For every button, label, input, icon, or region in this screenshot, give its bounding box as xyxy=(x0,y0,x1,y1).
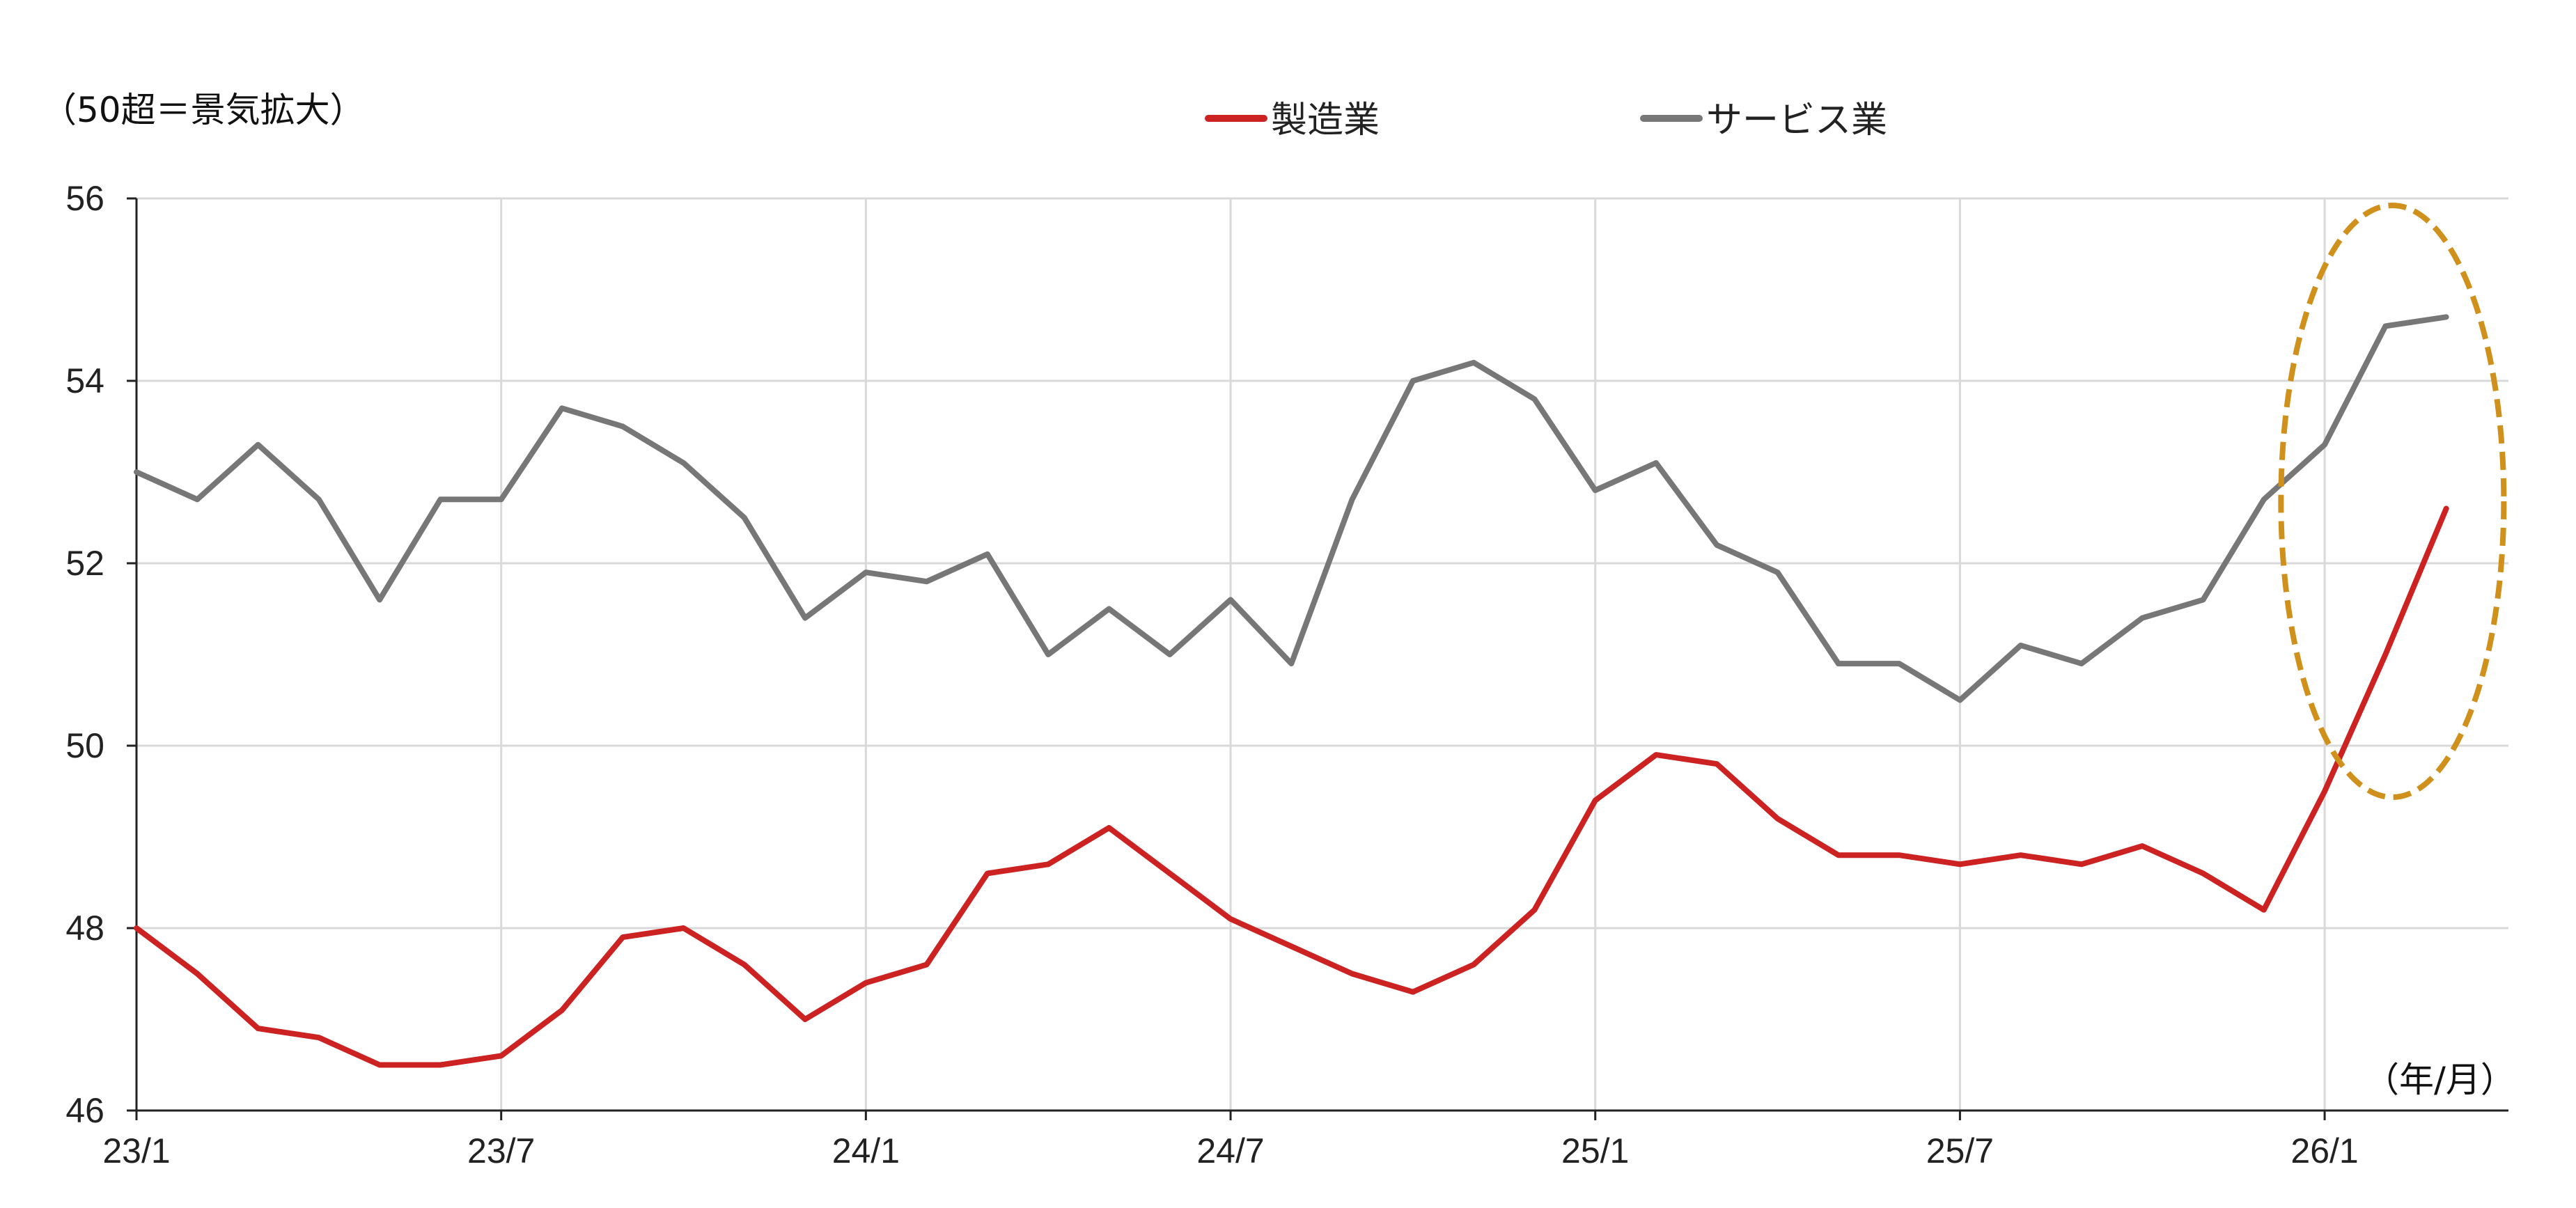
legend-label-services: サービス業 xyxy=(1706,100,1887,141)
axes: 46 48 50 52 54 56 23/1 23/7 24/1 24/7 25/1 25/7 26/1 xyxy=(65,179,2508,1170)
series-line-services xyxy=(134,314,2449,703)
x-tick-label: 25/1 xyxy=(1561,1131,1629,1170)
y-tick-label: 48 xyxy=(65,909,104,948)
gridlines xyxy=(136,197,2508,1111)
x-tick-label: 24/7 xyxy=(1196,1131,1264,1170)
x-tick-label: 23/1 xyxy=(102,1131,170,1170)
legend: 製造業 サービス業 xyxy=(1205,100,1887,141)
x-tick-label: 23/7 xyxy=(467,1131,535,1170)
series-line-manufacturing xyxy=(134,505,2449,1068)
x-tick-label: 24/1 xyxy=(832,1131,900,1170)
unit-note: （50超＝景気拡大） xyxy=(42,90,365,130)
y-tick-label: 52 xyxy=(65,544,104,583)
x-tick-label: 25/7 xyxy=(1926,1131,1994,1170)
x-axis-unit-label: （年/月） xyxy=(2364,1060,2515,1100)
legend-label-manufacturing: 製造業 xyxy=(1271,100,1380,141)
y-tick-label: 56 xyxy=(65,179,104,218)
y-tick-label: 46 xyxy=(65,1091,104,1130)
highlight-ellipse-shape xyxy=(2278,203,2507,800)
y-tick-label: 50 xyxy=(65,726,104,765)
highlight-ellipse xyxy=(2278,203,2507,800)
x-tick-label: 26/1 xyxy=(2290,1131,2358,1170)
y-tick-label: 54 xyxy=(65,361,104,400)
series-lines xyxy=(134,314,2449,1068)
